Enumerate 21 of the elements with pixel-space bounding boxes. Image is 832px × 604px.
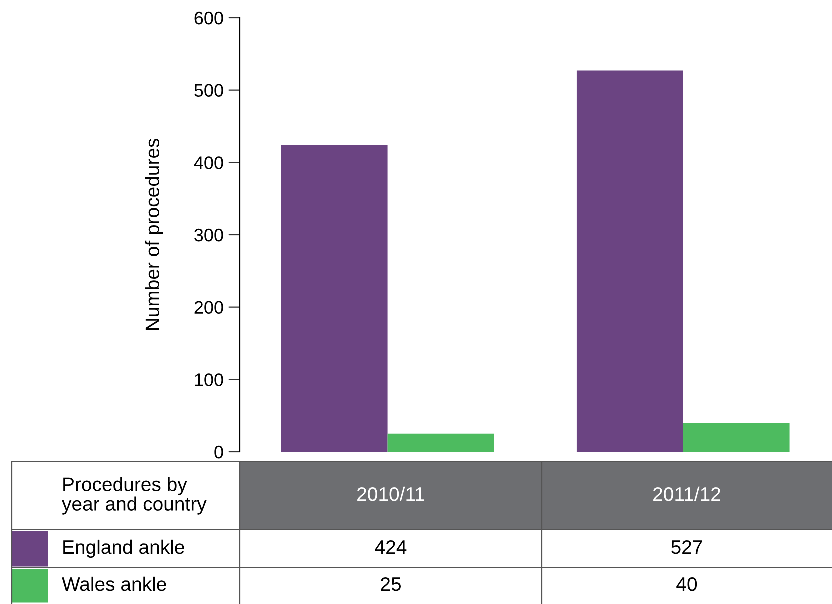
y-tick-label: 200	[194, 301, 224, 314]
data-label: 424	[375, 540, 407, 554]
y-tick-label: 0	[214, 446, 224, 459]
bar	[576, 70, 684, 452]
y-tick-label: 100	[195, 374, 224, 386]
y-tick-label: 500	[194, 84, 224, 98]
legend-label: Wales ankle	[62, 576, 166, 592]
bar	[683, 423, 790, 452]
y-axis-title: Number of procedures	[145, 138, 164, 330]
data-label: 40	[676, 577, 698, 592]
y-tick-label: 300	[194, 228, 224, 242]
x-tick-label: 2011/12	[654, 486, 720, 502]
legend-title: Procedures by year and country	[62, 477, 207, 515]
legend-label: England ankle	[64, 540, 184, 558]
y-tick-label: 600	[194, 12, 224, 25]
x-tick-label: 2010/11	[358, 486, 424, 502]
y-tick-label: 400	[194, 156, 224, 170]
bar	[388, 434, 494, 452]
bar	[281, 145, 388, 452]
data-label: 527	[672, 540, 702, 554]
data-label: 25	[381, 577, 401, 592]
